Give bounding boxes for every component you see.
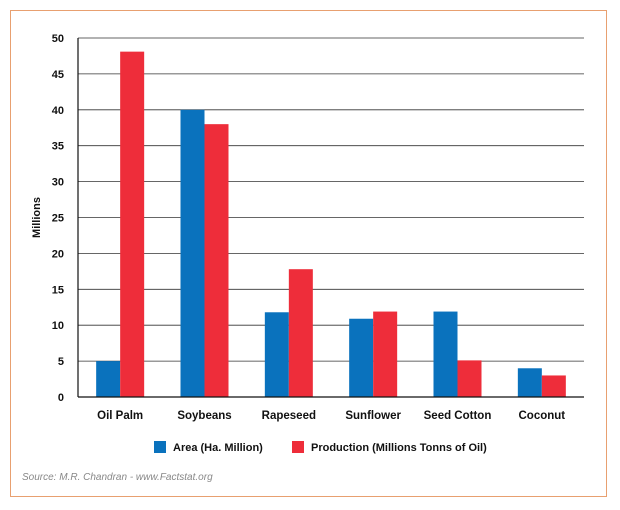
x-tick-label: Rapeseed <box>262 410 316 422</box>
bar <box>264 312 289 397</box>
y-tick-label: 0 <box>58 392 64 404</box>
y-tick-label: 25 <box>52 213 64 225</box>
y-axis-title: Millions <box>31 197 43 238</box>
y-tick-label: 40 <box>52 105 64 117</box>
y-tick-label: 10 <box>52 320 64 332</box>
bar <box>457 360 482 397</box>
bar <box>517 368 542 397</box>
y-tick-label: 20 <box>52 248 64 260</box>
legend-swatch <box>154 441 166 453</box>
y-tick-label: 45 <box>52 69 64 81</box>
legend-label: Production (Millions Tonns of Oil) <box>311 442 487 454</box>
x-tick-label: Soybeans <box>177 410 231 422</box>
bar <box>433 311 458 397</box>
x-tick-label: Oil Palm <box>97 410 143 422</box>
bar <box>349 318 374 397</box>
legend-label: Area (Ha. Million) <box>173 442 263 454</box>
x-tick-label: Sunflower <box>345 410 401 422</box>
bar <box>204 124 229 397</box>
y-tick-label: 15 <box>52 284 64 296</box>
x-tick-label: Seed Cotton <box>424 410 492 422</box>
bar <box>120 51 145 397</box>
x-tick-label: Coconut <box>519 410 566 422</box>
y-tick-label: 30 <box>52 177 64 189</box>
bar <box>373 311 398 397</box>
bar <box>180 109 205 398</box>
bar <box>288 269 313 397</box>
legend-swatch <box>292 441 304 453</box>
y-tick-label: 5 <box>58 356 64 368</box>
source-caption: Source: M.R. Chandran - www.Factstat.org <box>22 472 213 483</box>
y-tick-label: 35 <box>52 141 64 153</box>
bar <box>541 375 566 397</box>
y-tick-label: 50 <box>52 33 64 45</box>
bar <box>96 361 121 397</box>
